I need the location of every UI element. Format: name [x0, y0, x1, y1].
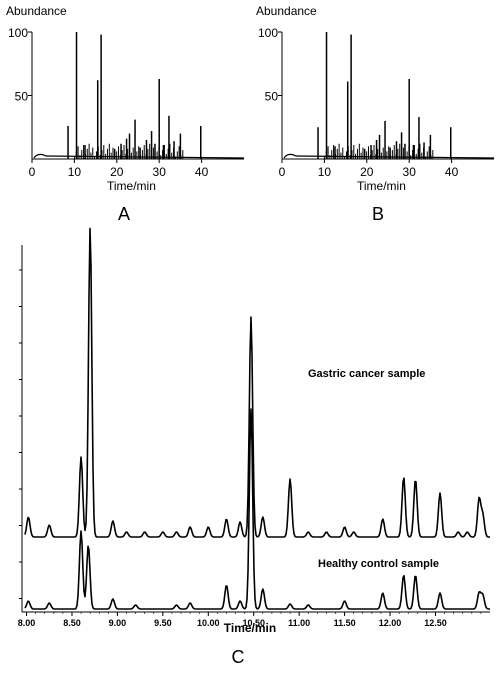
- y-tick-label: 50: [265, 90, 279, 104]
- panel-a-x-axis-title: Time/min: [107, 179, 156, 193]
- panel-b-trace: [283, 32, 495, 159]
- x-tick-label: 8.00: [18, 618, 36, 628]
- x-tick-label: 30: [403, 165, 417, 179]
- x-tick-label: 30: [153, 165, 167, 179]
- x-tick-label: 0: [29, 165, 36, 179]
- x-tick-label: 12.50: [424, 618, 447, 628]
- panel-c-letter: C: [232, 647, 245, 667]
- x-tick-label: 11.50: [334, 618, 356, 628]
- x-tick-label: 10: [318, 165, 332, 179]
- x-tick-label: 10.50: [242, 618, 265, 628]
- panel-c-y-ticks: [19, 269, 22, 599]
- x-tick-label: 0: [279, 165, 286, 179]
- x-tick-label: 20: [110, 165, 124, 179]
- x-tick-label: 12.00: [379, 618, 402, 628]
- panel-a-x-ticks: 0 10 20 30 40: [29, 159, 209, 179]
- x-tick-label: 8.50: [63, 618, 81, 628]
- y-tick-label: 100: [8, 26, 28, 40]
- panel-c-x-ticks: 8.00 8.50 9.00 9.50 10.00 10.50 11.00 11.50 12.0…: [18, 612, 482, 628]
- series-line-gastric-cancer: [24, 227, 490, 538]
- baseline-trace: [283, 153, 495, 159]
- panel-a-y-ticks: 50 100: [8, 26, 32, 104]
- panel-a-trace: [33, 32, 245, 159]
- panel-c-x-axis-title: Time/min: [224, 621, 276, 635]
- panel-a-y-axis-title: Abundance: [6, 4, 67, 18]
- panel-b-x-ticks: 0 10 20 30 40: [279, 159, 459, 179]
- panel-a: Abundance 50 100 0 10 20 30 40 Time/min A: [6, 4, 245, 224]
- panel-b: Abundance 50 100 0 10 20 30 40 Time/min B: [256, 4, 495, 224]
- x-tick-label: 40: [445, 165, 459, 179]
- x-tick-label: 40: [195, 165, 209, 179]
- x-tick-label: 10.00: [197, 618, 220, 628]
- series-label-healthy-control: Healthy control sample: [318, 558, 439, 570]
- panel-c: 8.00 8.50 9.00 9.50 10.00 10.50 11.00 11.50 12.0…: [18, 227, 490, 667]
- x-tick-label: 11.00: [288, 618, 310, 628]
- panel-b-x-axis-title: Time/min: [357, 179, 406, 193]
- y-tick-label: 100: [258, 26, 278, 40]
- panel-a-letter: A: [118, 204, 130, 224]
- panel-b-y-axis-title: Abundance: [256, 4, 317, 18]
- x-tick-label: 9.50: [154, 618, 172, 628]
- series-label-gastric-cancer: Gastric cancer sample: [308, 368, 425, 380]
- x-tick-label: 9.00: [109, 618, 127, 628]
- panel-b-y-ticks: 50 100: [258, 26, 282, 104]
- panel-b-letter: B: [372, 204, 384, 224]
- series-line-healthy-control: [24, 408, 490, 610]
- x-tick-label: 20: [360, 165, 374, 179]
- y-tick-label: 50: [15, 90, 29, 104]
- x-tick-label: 10: [68, 165, 82, 179]
- baseline-trace: [33, 153, 245, 159]
